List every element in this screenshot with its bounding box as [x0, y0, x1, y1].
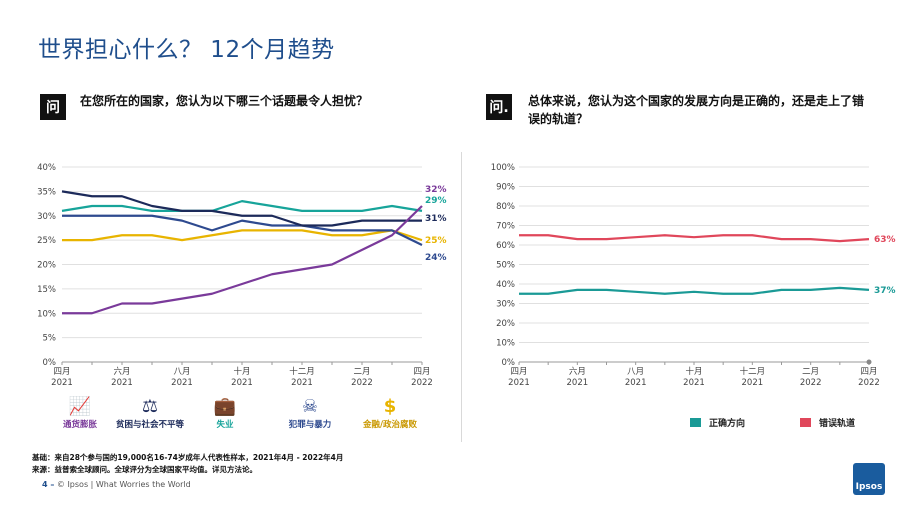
inflation-chart-icon: 📈 [68, 396, 92, 417]
x-tick-label: 四月 [53, 367, 70, 377]
x-tick-label: 十二月 [289, 366, 315, 377]
x-tick-label: 2021 [567, 378, 589, 388]
end-value-label-poverty: 31% [425, 214, 447, 224]
x-tick-label: 2022 [858, 378, 880, 388]
legend-item-crime: ☠ 犯罪与暴力 [275, 396, 345, 431]
legend-item-poverty: ⚖ 贫困与社会不平等 [115, 396, 185, 431]
y-tick-label: 0% [43, 358, 57, 368]
legend-label: 错误轨道 [819, 419, 856, 429]
x-tick-label: 2021 [742, 378, 764, 388]
y-tick-label: 0% [502, 358, 516, 368]
legend-item-corruption: $ 金融/政治腐败 [355, 396, 425, 431]
ipsos-logo: Ipsos [853, 463, 885, 495]
y-tick-label: 80% [496, 202, 515, 212]
end-value-label-wrong_track: 63% [874, 235, 896, 245]
panel-divider [461, 152, 462, 442]
legend-label: 犯罪与暴力 [288, 420, 332, 430]
x-tick-label: 十二月 [740, 366, 766, 377]
y-tick-label: 60% [496, 241, 515, 251]
y-tick-label: 30% [496, 300, 515, 310]
x-tick-label: 2021 [231, 378, 253, 388]
x-tick-label: 六月 [569, 366, 586, 377]
y-tick-label: 5% [43, 334, 57, 344]
series-line-unemployment [61, 200, 423, 212]
right-line-chart: 0%10%20%30%40%50%60%70%80%90%100%四月2021六… [491, 163, 896, 388]
y-tick-label: 90% [496, 183, 515, 193]
footer-text: © Ipsos | What Worries the World [56, 480, 191, 489]
x-tick-label: 2021 [171, 378, 193, 388]
x-tick-label: 十月 [685, 366, 702, 377]
legend-right-track: 正确方向 [690, 416, 745, 429]
y-tick-label: 15% [37, 285, 56, 295]
end-value-label-inflation: 32% [425, 185, 447, 195]
legend-label: 金融/政治腐败 [362, 420, 418, 430]
end-value-label-corruption: 25% [425, 236, 447, 246]
x-tick-label: 四月 [860, 367, 877, 377]
legend-label: 正确方向 [709, 419, 746, 429]
legend-label: 通货膨胀 [62, 420, 97, 430]
y-tick-label: 20% [496, 319, 515, 329]
y-tick-label: 70% [496, 222, 515, 232]
x-tick-label: 八月 [173, 367, 190, 377]
x-tick-label: 六月 [113, 366, 130, 377]
question-badge-right: 问. [486, 94, 512, 120]
left-line-chart: 0%5%10%15%20%25%30%35%40%四月2021六月2021八月2… [37, 163, 447, 388]
x-tick-label: 2022 [351, 378, 373, 388]
x-tick-label: 2021 [51, 378, 73, 388]
x-tick-label: 十月 [233, 366, 250, 377]
y-tick-label: 10% [496, 339, 515, 349]
y-tick-label: 40% [496, 280, 515, 290]
legend-swatch [800, 418, 811, 427]
y-tick-label: 35% [37, 187, 56, 197]
basis-note: 基础：来自28个参与国的19,000名16-74岁成年人代表性样本，2021年4… [32, 453, 344, 462]
x-tick-label: 二月 [353, 367, 370, 377]
money-head-icon: $ [383, 396, 397, 417]
end-value-label-unemployment: 29% [425, 196, 447, 206]
legend-wrong-track: 错误轨道 [800, 416, 855, 429]
x-tick-label: 四月 [413, 367, 430, 377]
left-question-text: 在您所在的国家，您认为以下哪三个话题最令人担忧？ [80, 94, 369, 108]
series-line-poverty [61, 190, 422, 227]
x-tick-label: 2022 [800, 378, 822, 388]
page-number: 4 – [42, 480, 55, 489]
page-title: 世界担心什么？ 12个月趋势 [38, 37, 335, 63]
series-line-corruption [62, 229, 423, 242]
skull-crossbones-icon: ☠ [301, 396, 319, 417]
legend-item-inflation: 📈 通货膨胀 [45, 396, 115, 431]
series-line-wrong_track [519, 234, 870, 243]
series-line-right_track [519, 286, 870, 295]
x-tick-label: 2021 [683, 378, 705, 388]
question-badge-left: 问 [40, 94, 66, 120]
axis-end-dot [866, 359, 872, 365]
x-tick-label: 2021 [111, 378, 133, 388]
right-question-text: 总体来说，您认为这个国家的发展方向是正确的，还是走上了错误的轨道？ [528, 94, 865, 126]
legend-label: 失业 [216, 420, 234, 430]
y-tick-label: 30% [37, 212, 56, 222]
source-note: 来源：益普索全球顾问。全球评分为全球国家平均值。详见方法论。 [32, 465, 257, 474]
x-tick-label: 二月 [802, 367, 819, 377]
x-tick-label: 四月 [510, 367, 527, 377]
x-tick-label: 2021 [625, 378, 647, 388]
legend-label: 贫困与社会不平等 [115, 420, 184, 430]
x-tick-label: 2021 [291, 378, 313, 388]
y-tick-label: 25% [37, 236, 56, 246]
y-tick-label: 10% [37, 309, 56, 319]
legend-swatch [690, 418, 701, 427]
end-value-label-right_track: 37% [874, 286, 896, 296]
legend-item-unemployment: 💼 失业 [190, 396, 260, 431]
y-tick-label: 40% [37, 163, 56, 173]
footer: 4 – © Ipsos | What Worries the World [42, 480, 191, 489]
x-tick-label: 2022 [411, 378, 433, 388]
series-line-inflation [62, 205, 423, 315]
y-tick-label: 50% [496, 261, 515, 271]
briefcase-icon: 💼 [213, 396, 237, 417]
poverty-bag-icon: ⚖ [141, 396, 159, 417]
y-tick-label: 20% [37, 261, 56, 271]
x-tick-label: 2021 [508, 378, 530, 388]
y-tick-label: 100% [491, 163, 515, 173]
end-value-label-crime: 24% [425, 253, 447, 263]
series-line-crime [62, 214, 423, 246]
x-tick-label: 八月 [627, 367, 644, 377]
